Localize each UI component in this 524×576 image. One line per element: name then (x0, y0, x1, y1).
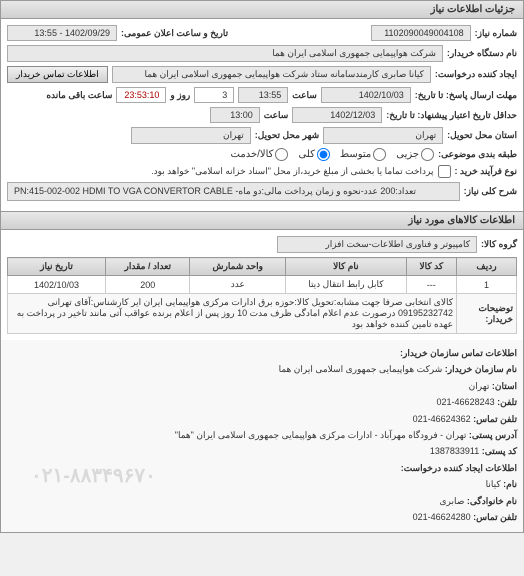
goods-group-field: کامپیوتر و فناوری اطلاعات-سخت افزار (277, 236, 477, 253)
table-row: 1 --- کابل رابط انتقال دیتا عدد 200 1402… (8, 276, 517, 294)
province-field: تهران (323, 127, 443, 144)
goods-table: ردیف کد کالا نام کالا واحد شمارش تعداد /… (7, 257, 517, 334)
desc-field: PN:415-002-002 HDMI TO VGA CONVERTOR CAB… (7, 182, 460, 201)
th-unit: واحد شمارش (190, 258, 286, 276)
tel2-label: تلفن تماس: (473, 512, 517, 522)
tel2-value: 46624280-021 (413, 512, 471, 522)
req-creator-label: اطلاعات ایجاد کننده درخواست: (401, 463, 517, 473)
device-field: شرکت هواپیمایی جمهوری اسلامی ایران هما (7, 45, 443, 62)
th-code: کد کالا (406, 258, 456, 276)
city-label: شهر محل تحویل: (255, 130, 319, 141)
days-field: 3 (194, 87, 234, 103)
radio-partial-label: جزیی (396, 149, 419, 160)
watermark: ۰۲۱-۸۸۳۴۹۶۷۰ (31, 460, 156, 492)
desc-label: شرح کلی نیاز: (464, 186, 517, 197)
tel-label: تلفن: (497, 397, 517, 407)
cell-code: --- (406, 276, 456, 294)
creator-field: کیانا صابری کارمندسامانه ستاد شرکت هواپی… (112, 66, 431, 83)
th-date: تاریخ نیاز (8, 258, 106, 276)
cell-row: 1 (457, 276, 517, 294)
radio-all-label: کلی (298, 149, 314, 160)
deadline-label: مهلت ارسال پاسخ: تا تاریخ: (415, 90, 517, 101)
notes-label: توضیحات خریدار: (457, 294, 517, 334)
announce-field: 1402/09/29 - 13:55 (7, 25, 117, 41)
radio-medium-label: متوسط (340, 149, 371, 160)
fax-label: تلفن تماس: (473, 414, 517, 424)
announce-label: تاریخ و ساعت اعلان عمومی: (121, 28, 228, 39)
remaining-time-field: 23:53:10 (116, 87, 166, 103)
req-num-field: 1102090049004108 (371, 25, 471, 41)
deadline-date-field: 1402/10/03 (321, 87, 411, 103)
cell-unit: عدد (190, 276, 286, 294)
city-field: تهران (131, 127, 251, 144)
province-label: استان محل تحویل: (447, 130, 517, 141)
prov-label: استان: (492, 381, 517, 391)
atleast-label: حداقل تاریخ اعتبار پیشنهاد: تا تاریخ: (386, 110, 517, 121)
atleast-time-field: 13:00 (210, 107, 260, 123)
post-label: کد پستی: (482, 446, 517, 456)
deadline-time-label: ساعت (292, 90, 317, 101)
post-value: 1387833911 (430, 446, 479, 456)
atleast-time-label: ساعت (264, 110, 289, 121)
radio-medium[interactable]: متوسط (340, 148, 386, 161)
addr-label: آدرس پستی: (469, 430, 517, 440)
prov-value: تهران (469, 381, 490, 391)
org-label: نام سازمان خریدار: (445, 364, 517, 374)
process-checkbox[interactable] (438, 165, 451, 178)
process-label: نوع فرآیند خرید : (455, 166, 518, 177)
remaining-label: ساعت باقی مانده (46, 90, 112, 101)
th-row: ردیف (457, 258, 517, 276)
atleast-date-field: 1402/12/03 (292, 107, 382, 123)
org-value: شرکت هواپیمایی جمهوری اسلامی ایران هما (279, 364, 443, 374)
cell-name: کابل رابط انتقال دیتا (286, 276, 407, 294)
process-note: پرداخت تماما یا بخشی از مبلغ خرید،از محل… (151, 166, 433, 177)
radio-partial[interactable]: جزیی (396, 148, 434, 161)
cell-qty: 200 (106, 276, 190, 294)
tel-value: 46628243-021 (437, 397, 495, 407)
addr-value: تهران - فرودگاه مهرآباد - ادارات مرکزی ه… (175, 430, 467, 440)
device-label: نام دستگاه خریدار: (447, 48, 517, 59)
name-value: کیانا (486, 479, 501, 489)
deadline-time-field: 13:55 (238, 87, 288, 103)
th-name: نام کالا (286, 258, 407, 276)
fax-value: 46624362-021 (413, 414, 471, 424)
category-radio-group: جزیی متوسط کلی کالا/خدمت (231, 148, 435, 161)
category-label: طبقه بندی موضوعی: (438, 149, 517, 160)
radio-all[interactable]: کلی (298, 148, 329, 161)
contact-section: اطلاعات تماس سازمان خریدار: نام سازمان خ… (1, 340, 523, 532)
name-label: نام: (503, 479, 517, 489)
contact-buyer-button[interactable]: اطلاعات تماس خریدار (7, 66, 108, 83)
cell-date: 1402/10/03 (8, 276, 106, 294)
lname-label: نام خانوادگی: (467, 496, 517, 506)
radio-cash-label: کالا/خدمت (231, 149, 274, 160)
radio-cash[interactable]: کالا/خدمت (231, 148, 289, 161)
days-label: روز و (170, 90, 190, 101)
notes-text: کالای انتخابی صرفا جهت مشابه:تحویل کالا:… (8, 294, 457, 334)
creator-label: ایجاد کننده درخواست: (435, 69, 517, 80)
contact-title: اطلاعات تماس سازمان خریدار: (400, 348, 517, 358)
lname-value: صابری (440, 496, 465, 506)
goods-group-label: گروه کالا: (481, 239, 517, 250)
table-desc-row: توضیحات خریدار: کالای انتخابی صرفا جهت م… (8, 294, 517, 334)
th-qty: تعداد / مقدار (106, 258, 190, 276)
goods-section-title: اطلاعات کالاهای مورد نیاز (1, 211, 523, 230)
req-num-label: شماره نیاز: (475, 28, 517, 39)
panel-title: جزئیات اطلاعات نیاز (1, 1, 523, 19)
